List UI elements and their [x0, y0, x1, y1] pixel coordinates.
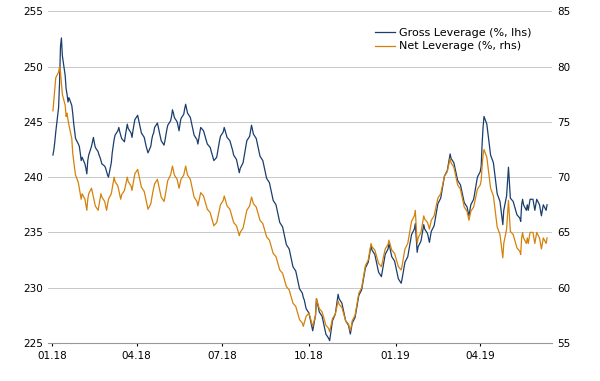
Legend: Gross Leverage (%, lhs), Net Leverage (%, rhs): Gross Leverage (%, lhs), Net Leverage (%…	[371, 24, 536, 56]
Line: Gross Leverage (%, lhs): Gross Leverage (%, lhs)	[53, 38, 547, 341]
Line: Net Leverage (%, rhs): Net Leverage (%, rhs)	[53, 67, 547, 332]
